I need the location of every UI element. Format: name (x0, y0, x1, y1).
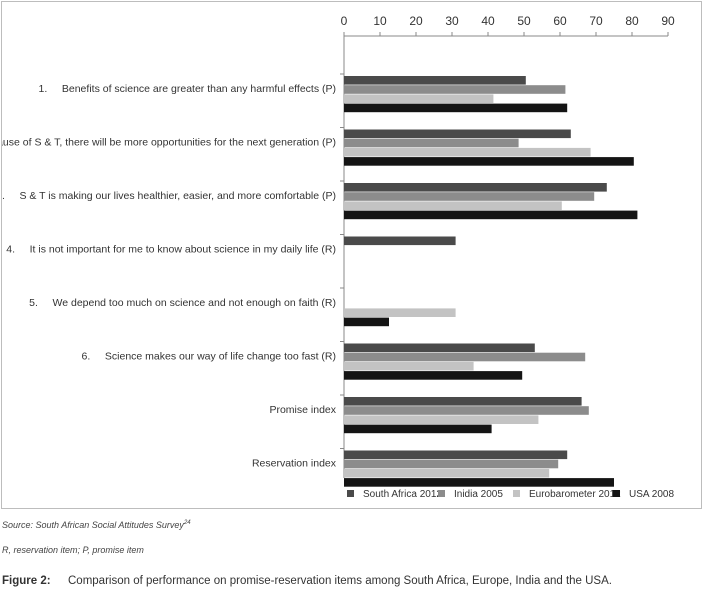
legend-label: USA 2008 (629, 489, 674, 500)
legend-swatch (438, 490, 445, 497)
bar (344, 236, 456, 246)
legend-label: Eurobarometer 2012 (529, 489, 621, 500)
legend-label: South Africa 2012 (363, 489, 442, 500)
bar (344, 352, 586, 362)
x-tick-label: 30 (445, 14, 459, 28)
bar-chart: 0 10 20 30 40 50 60 70 80 90 1. Benefits of scienc… (2, 14, 675, 500)
bar (344, 192, 595, 201)
bar (344, 76, 526, 85)
x-tick-label: 40 (481, 14, 495, 28)
x-tick-label: 20 (409, 14, 423, 28)
bar (344, 210, 638, 220)
bar (344, 147, 591, 157)
bar (344, 450, 568, 460)
category-label: 3. S & T is making our lives healthier, … (2, 190, 336, 202)
bar (344, 129, 571, 139)
bar (344, 183, 607, 192)
category-label: Reservation index (252, 458, 337, 470)
figure-caption-text: Comparison of performance on promise-res… (68, 575, 612, 587)
bar (344, 103, 568, 113)
bar (344, 361, 474, 371)
bar (344, 371, 523, 380)
x-tick-label: 80 (625, 14, 639, 28)
bar (344, 415, 539, 424)
bar (344, 138, 519, 148)
category-label: 4. It is not important for me to know ab… (6, 244, 336, 256)
category-label: 6. Science makes our way of life change … (82, 351, 336, 363)
bar (344, 85, 566, 94)
x-tick-label: 0 (341, 14, 348, 28)
bar (344, 406, 589, 415)
x-tick-label: 90 (661, 14, 675, 28)
bar (344, 343, 535, 353)
bar (344, 308, 456, 317)
x-tick-label: 60 (553, 14, 567, 28)
abbreviation-note: R, reservation item; P, promise item (2, 545, 144, 555)
legend-label: Inidia 2005 (454, 489, 503, 500)
bar (344, 157, 634, 166)
bar (344, 94, 494, 103)
legend-swatch (513, 490, 520, 497)
bar (344, 201, 562, 210)
bar (344, 397, 582, 406)
category-label: 1. Benefits of science are greater than … (39, 83, 336, 95)
category-label: 5. We depend too much on science and not… (29, 297, 336, 309)
source-note: Source: South African Social Attitudes S… (2, 520, 191, 530)
category-label: 2. Because of S & T, there will be more … (2, 137, 336, 149)
legend-swatch (613, 490, 620, 497)
source-text: Source: South African Social Attitudes S… (2, 520, 184, 530)
bar (344, 459, 559, 469)
bar (344, 468, 550, 478)
bar (344, 478, 614, 487)
x-tick-label: 70 (589, 14, 603, 28)
figure-label: Figure 2: (2, 575, 51, 587)
x-tick-label: 10 (373, 14, 387, 28)
figure-caption: Figure 2: Comparison of performance on pr… (2, 575, 612, 587)
x-tick-label: 50 (517, 14, 531, 28)
source-reference: 24 (183, 520, 191, 526)
bar (344, 424, 492, 434)
legend-swatch (347, 490, 354, 497)
chart-frame: 0 10 20 30 40 50 60 70 80 90 1. Benefits of scienc… (1, 1, 702, 509)
bar (344, 317, 389, 327)
category-label: Promise index (269, 404, 336, 416)
